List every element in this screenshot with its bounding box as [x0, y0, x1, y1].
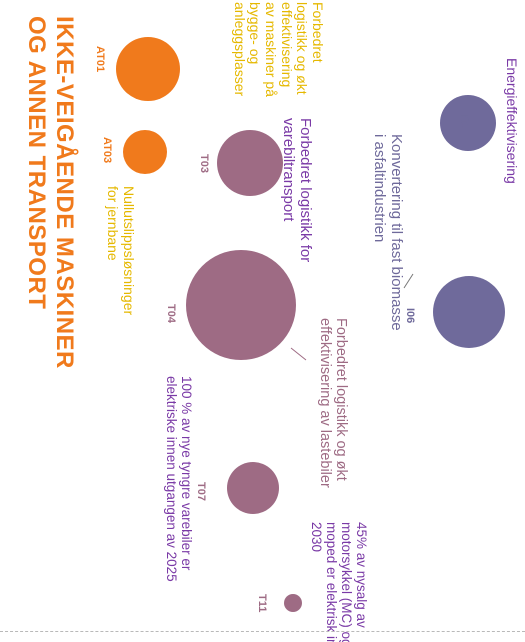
label-at01: Forbedret logistikk og økt effektiviseri… [231, 2, 326, 97]
label-t11-line: motorsykkel (MC) og [338, 522, 354, 642]
label-t04: Forbedret logistikk og økt effektiviseri… [317, 318, 349, 488]
label-at01-line: effektivisering [278, 2, 295, 88]
bubble-i06 [433, 276, 505, 348]
code-i01: I01 [458, 113, 470, 129]
label-t03: Forbedret logistikk for varebiltransport [279, 118, 314, 263]
bubble-t04 [186, 250, 296, 360]
code-at01: AT01 [94, 46, 106, 73]
bubble-at03 [123, 130, 167, 174]
label-t07: 100 % av nye tyngre varebiler er elektri… [164, 376, 194, 582]
bubble-i01 [440, 95, 496, 151]
code-t04: T04 [165, 304, 177, 323]
bubble-at01 [116, 37, 180, 101]
label-at01-line: bygge- og [247, 2, 264, 65]
leader-line-t04 [290, 347, 307, 361]
section-title-line-2: OG ANNEN TRANSPORT [23, 16, 51, 310]
code-t11: T11 [256, 594, 268, 613]
bubble-t11 [284, 594, 302, 612]
code-t07: T07 [195, 482, 207, 501]
label-at01-line: anleggsplasser [231, 2, 248, 97]
dashed-separator [0, 631, 525, 632]
label-t11-line: 45% av nysalg av [354, 522, 369, 628]
label-at03: Nullutslippsløsninger for jernbane [105, 186, 137, 316]
label-i01-line: i asfaltindustrien [371, 134, 389, 243]
bubble-t07 [227, 462, 279, 514]
label-i01-line: Konvertering til fast biomasse [388, 134, 405, 331]
code-i06: I06 [404, 308, 416, 324]
label-t03-line: varebiltransport [280, 118, 298, 222]
section-title-line-1: IKKE-VEIGÅENDE MASKINER [51, 16, 78, 369]
label-at03-line: Nullutslippsløsninger [121, 186, 137, 316]
label-t04-line: effektivisering av lastebiler [316, 318, 333, 488]
label-at03-line: for jernbane [105, 186, 122, 261]
label-t07-line: elektriske innen utgangen av 2025 [163, 376, 179, 582]
label-at01-line: Forbedret [310, 2, 326, 63]
label-t03-line: Forbedret logistikk for [297, 118, 314, 263]
label-t04-line: Forbedret logistikk og økt [333, 318, 349, 481]
label-t11: 45% av nysalg av motorsykkel (MC) og mop… [309, 522, 369, 642]
label-at01-line: logistikk og økt [294, 2, 311, 95]
label-t11-line: 2030 [308, 522, 324, 553]
bubble-t03 [217, 130, 283, 196]
code-t03: T03 [198, 154, 210, 173]
code-at03: AT03 [101, 137, 113, 164]
section-title: IKKE-VEIGÅENDE MASKINER OG ANNEN TRANSPO… [23, 16, 78, 369]
label-at01-line: av maskiner på [262, 2, 279, 97]
label-t11-line: moped er elektrisk innen [323, 522, 339, 642]
label-i01: Konvertering til fast biomasse i asfalti… [370, 134, 405, 331]
leader-line-i06 [403, 273, 414, 289]
label-t07-line: 100 % av nye tyngre varebiler er [179, 376, 194, 571]
